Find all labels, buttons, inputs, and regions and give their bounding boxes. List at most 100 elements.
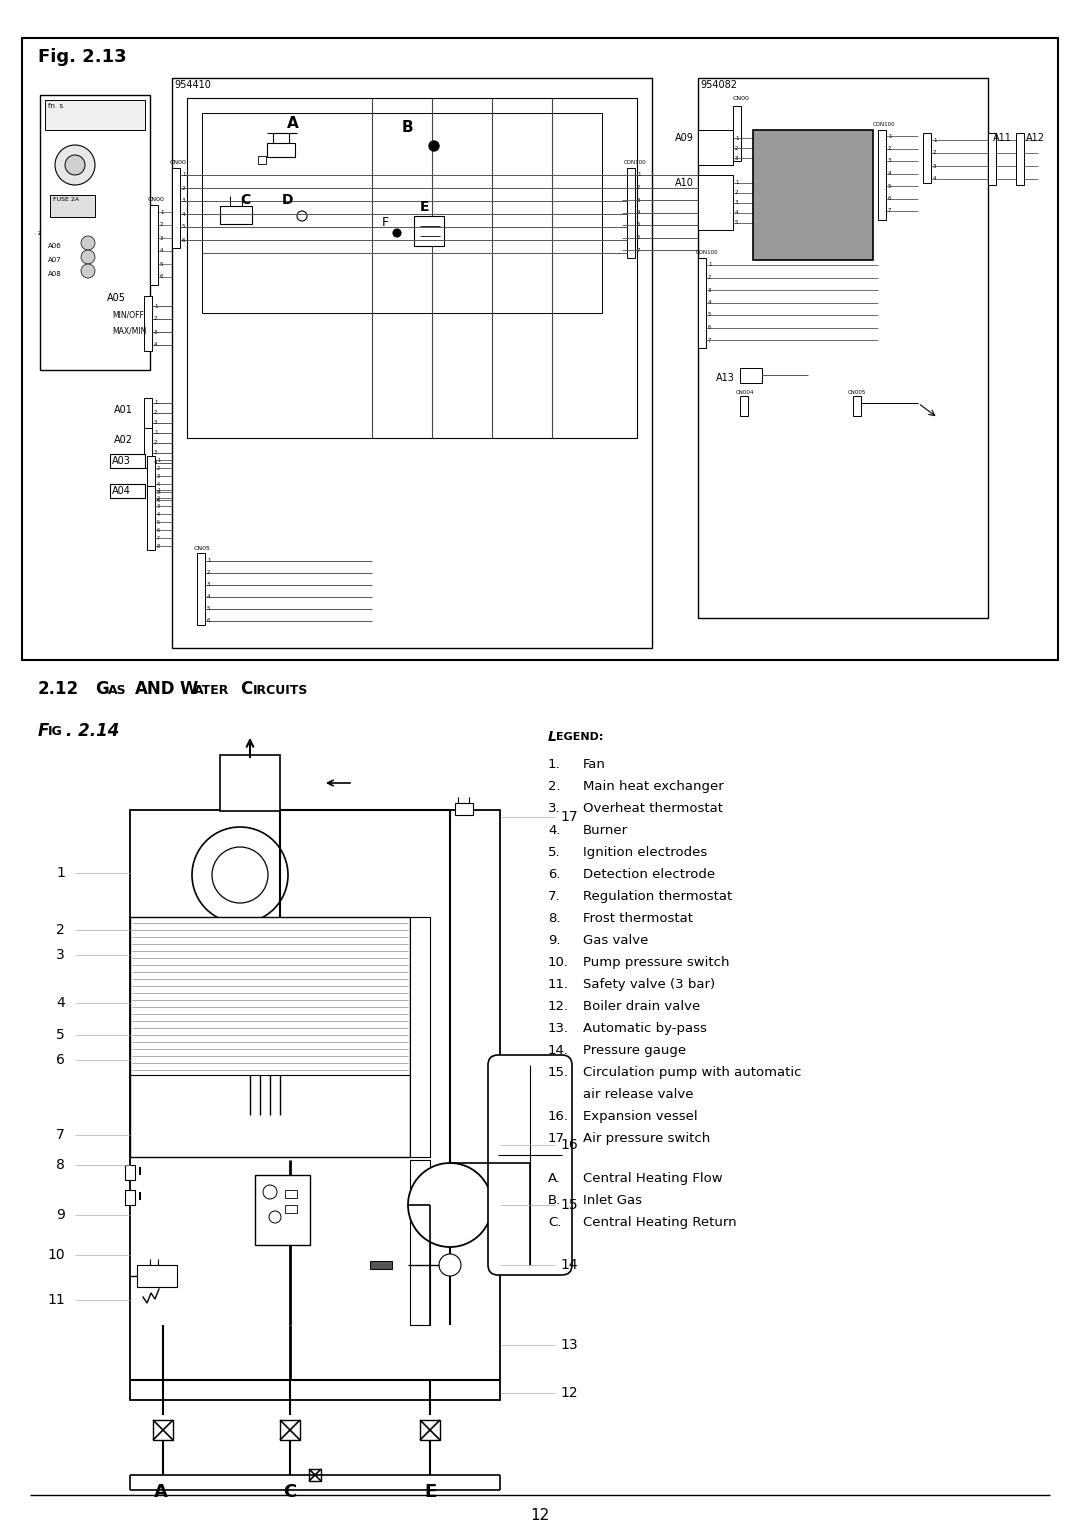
Text: CON100: CON100	[873, 122, 895, 127]
Text: IG: IG	[48, 724, 63, 738]
Circle shape	[393, 229, 401, 237]
Text: 3: 3	[56, 947, 65, 963]
Circle shape	[55, 145, 95, 185]
Bar	[753, 130, 873, 260]
Bar	[267, 144, 295, 157]
Text: 9.: 9.	[548, 934, 561, 947]
Text: 6: 6	[183, 237, 186, 243]
Text: A04: A04	[112, 486, 131, 497]
Bar	[220, 206, 252, 225]
Text: 13.: 13.	[548, 1022, 569, 1034]
Circle shape	[408, 1163, 492, 1247]
Text: 2: 2	[735, 191, 739, 196]
Text: 5: 5	[157, 489, 160, 495]
Text: 8.: 8.	[548, 912, 561, 924]
Circle shape	[81, 264, 95, 278]
Circle shape	[81, 235, 95, 251]
Text: 1: 1	[154, 400, 158, 405]
Text: 7.: 7.	[548, 889, 561, 903]
Text: A10: A10	[675, 177, 694, 188]
Circle shape	[269, 1212, 281, 1222]
Text: 3: 3	[735, 156, 739, 160]
Text: 2: 2	[637, 185, 640, 189]
Text: 3: 3	[154, 451, 158, 455]
Bar	[147, 486, 156, 550]
Bar	[255, 1175, 310, 1245]
Text: 954410: 954410	[174, 79, 211, 90]
Text: A06: A06	[48, 243, 62, 249]
Circle shape	[65, 154, 85, 176]
Text: 1: 1	[154, 304, 158, 309]
Text: MIN/OFF: MIN/OFF	[112, 310, 144, 319]
Text: 16: 16	[561, 1138, 578, 1152]
Text: 6: 6	[160, 275, 163, 280]
Bar	[740, 396, 748, 416]
Text: E: E	[420, 200, 430, 214]
Text: 2: 2	[157, 466, 160, 471]
Text: A: A	[154, 1484, 167, 1500]
Text: air release valve: air release valve	[583, 1088, 693, 1102]
Text: B: B	[402, 121, 414, 134]
Bar	[125, 1164, 135, 1180]
Text: E: E	[423, 1484, 436, 1500]
Bar	[280, 1420, 300, 1439]
Text: 1: 1	[708, 263, 712, 267]
Bar	[202, 113, 602, 313]
Bar	[150, 205, 158, 286]
Text: 15.: 15.	[548, 1067, 569, 1079]
Bar	[414, 215, 444, 246]
Text: 15: 15	[561, 1198, 578, 1212]
Text: 2: 2	[708, 275, 712, 280]
Circle shape	[81, 251, 95, 264]
Text: Safety valve (3 bar): Safety valve (3 bar)	[583, 978, 715, 992]
Text: 4: 4	[637, 209, 640, 215]
Bar	[172, 78, 652, 648]
Text: 1: 1	[160, 209, 163, 214]
Circle shape	[264, 1186, 276, 1199]
Text: Circulation pump with automatic: Circulation pump with automatic	[583, 1067, 801, 1079]
Text: Central Heating Flow: Central Heating Flow	[583, 1172, 723, 1186]
Text: 11: 11	[48, 1293, 65, 1306]
Text: 3: 3	[637, 197, 640, 203]
Text: Regulation thermostat: Regulation thermostat	[583, 889, 732, 903]
Text: 1: 1	[157, 457, 160, 463]
Bar	[698, 176, 733, 231]
Text: 2: 2	[160, 223, 163, 228]
Text: A07: A07	[48, 257, 62, 263]
Text: F: F	[38, 723, 50, 740]
Bar	[740, 368, 762, 384]
Text: 6: 6	[708, 325, 712, 330]
Text: 954082: 954082	[700, 79, 737, 90]
Text: 14: 14	[561, 1258, 578, 1271]
Text: 3: 3	[708, 287, 712, 292]
Text: A13: A13	[716, 373, 734, 384]
Text: Automatic by-pass: Automatic by-pass	[583, 1022, 707, 1034]
Text: Pump pressure switch: Pump pressure switch	[583, 957, 729, 969]
Text: CON100: CON100	[624, 160, 647, 165]
Text: 1: 1	[154, 431, 158, 435]
Bar	[130, 917, 410, 1157]
Text: CON100: CON100	[696, 251, 718, 255]
Text: 2: 2	[154, 440, 158, 446]
Text: Central Heating Return: Central Heating Return	[583, 1216, 737, 1229]
Text: 5: 5	[637, 223, 640, 228]
Text: 3: 3	[735, 200, 739, 205]
Text: CN00: CN00	[148, 197, 165, 202]
Text: 3: 3	[157, 474, 160, 478]
Text: 1.: 1.	[548, 758, 561, 772]
Text: A.: A.	[548, 1172, 561, 1186]
Text: A02: A02	[114, 435, 133, 445]
Polygon shape	[428, 1186, 472, 1227]
Text: 7: 7	[708, 338, 712, 342]
Bar	[420, 1420, 440, 1439]
Circle shape	[297, 211, 307, 222]
Text: Pressure gauge: Pressure gauge	[583, 1044, 686, 1057]
Text: 1: 1	[56, 866, 65, 880]
Text: 2.12: 2.12	[38, 680, 79, 698]
Text: 3: 3	[888, 159, 891, 163]
Text: 4: 4	[207, 594, 211, 599]
Text: A12: A12	[1026, 133, 1045, 144]
Text: 17.: 17.	[548, 1132, 569, 1144]
Text: B.: B.	[548, 1193, 562, 1207]
Bar	[309, 1468, 321, 1481]
